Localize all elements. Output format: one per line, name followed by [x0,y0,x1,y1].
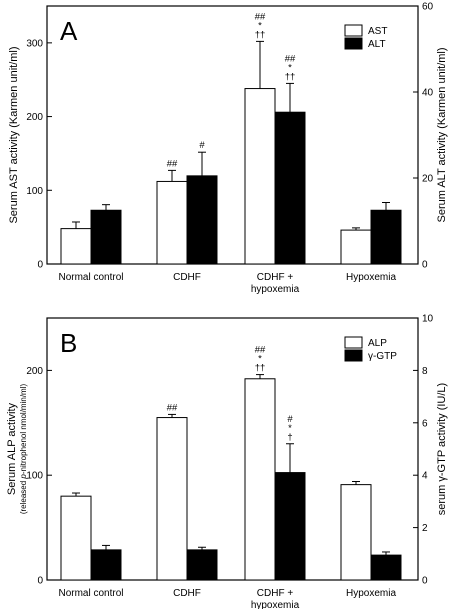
right-tick-label: 60 [422,2,434,13]
right-tick-label: 2 [422,523,428,534]
significance-marker: †† [285,71,296,82]
left-axis-label: Serum ALP activity [6,402,18,495]
left-tick-label: 100 [26,471,43,482]
panel-letter: A [60,16,78,46]
category-label: hypoxemia [251,284,300,295]
bar-gtp [274,472,306,581]
bar-alp [60,495,92,581]
right-tick-label: 0 [422,260,428,271]
legend-swatch [344,37,363,50]
bar-alp [244,378,276,581]
plot-frame [46,5,419,265]
panel-b: 0 100 200 0 2 4 6 8 10 Serum ALP activity(release… [6,314,448,609]
significance-marker: ## [255,11,266,22]
sublabel-part: p [19,474,28,480]
legend-label: ALP [368,338,387,349]
sublabel-part: -nitrophenol nmol/min/ml) [19,384,28,475]
category-label: Normal control [58,272,123,283]
legend-swatch [344,336,363,349]
left-tick-label: 200 [26,112,43,123]
legend-swatch [344,24,363,37]
left-axis-sublabel: (released p-nitrophenol nmol/min/ml) [19,384,28,515]
right-axis-label: Serum ALT activity (Karmen unit/ml) [436,47,448,222]
significance-marker: † [287,432,292,443]
right-tick-label: 6 [422,418,428,429]
legend-label: γ-GTP [368,351,397,362]
significance-marker: †† [255,363,266,374]
bar-alt [90,209,122,265]
category-label: CDHF [173,588,201,599]
bar-ast [60,228,92,265]
bar-alp [340,484,372,581]
left-tick-label: 0 [37,260,43,271]
panel-letter: B [60,328,77,358]
significance-marker: # [287,414,293,425]
bar-ast [340,229,372,265]
right-tick-label: 4 [422,471,428,482]
bar-ast [244,88,276,265]
category-label: CDHF [173,272,201,283]
category-label: Hypoxemia [346,588,396,599]
bar-alt [370,209,402,265]
significance-marker: * [288,423,292,434]
bar-gtp [370,554,402,581]
bar-ast [156,180,188,265]
significance-marker: * [258,20,262,31]
bar-gtp [90,549,122,581]
bar-alp [156,417,188,581]
bar-alt [274,111,306,265]
left-tick-label: 100 [26,186,43,197]
left-tick-label: 200 [26,366,43,377]
right-axis-label: serum γ-GTP activity (IU/L) [436,383,448,515]
significance-marker: # [199,140,205,151]
legend-label: ALT [368,39,386,50]
bar-gtp [186,549,218,581]
left-tick-label: 300 [26,38,43,49]
legend-label: AST [368,26,387,37]
sublabel-part: (released [19,479,28,515]
panel-a: 0 100 200 300 0 20 40 60 Serum AST activity (Kar… [8,2,448,296]
legend-swatch [344,349,363,362]
significance-marker: * [258,354,262,365]
significance-marker: ## [167,402,178,413]
right-tick-label: 20 [422,174,434,185]
plot-frame [46,317,419,581]
category-label: CDHF + [257,588,294,599]
left-tick-label: 0 [37,576,43,587]
right-tick-label: 0 [422,576,428,587]
right-tick-label: 40 [422,88,434,99]
left-axis-label: Serum AST activity (Karmen unit/ml) [8,46,20,223]
bar-alt [186,175,218,265]
category-label: hypoxemia [251,600,300,609]
category-label: Hypoxemia [346,272,396,283]
significance-marker: * [288,62,292,73]
category-label: Normal control [58,588,123,599]
right-tick-label: 8 [422,366,428,377]
significance-marker: †† [255,29,266,40]
significance-marker: ## [285,53,296,64]
category-label: CDHF + [257,272,294,283]
significance-marker: ## [255,345,266,356]
right-tick-label: 10 [422,314,434,325]
significance-marker: ## [167,158,178,169]
